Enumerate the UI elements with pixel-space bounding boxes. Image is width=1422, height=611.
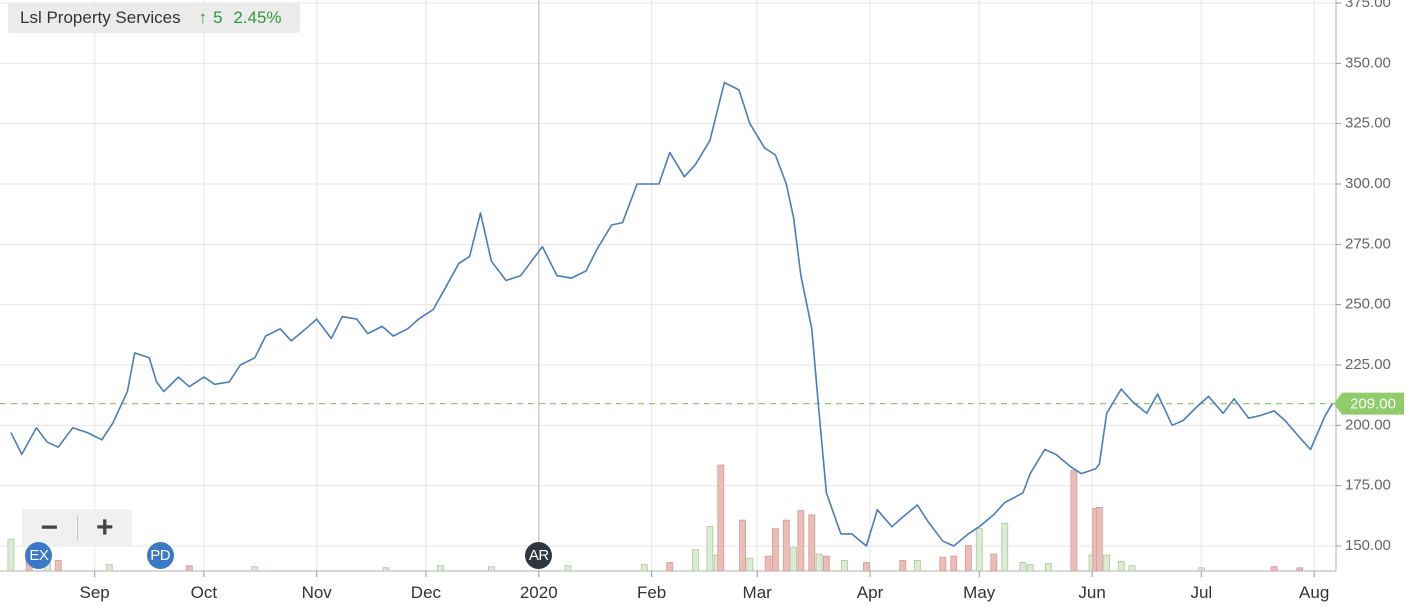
y-tick-label: 200.00 bbox=[1345, 416, 1391, 433]
zoom-divider bbox=[76, 515, 78, 541]
volume-bar bbox=[990, 553, 998, 572]
y-tick-label: 250.00 bbox=[1345, 296, 1391, 313]
up-arrow-icon: ↑ bbox=[198, 8, 208, 27]
price-line bbox=[10, 81, 1334, 547]
volume-bar bbox=[717, 464, 725, 572]
y-tick-label: 350.00 bbox=[1345, 54, 1391, 71]
y-tick-label: 300.00 bbox=[1345, 175, 1391, 192]
zoom-in-button[interactable]: + bbox=[95, 511, 114, 544]
volume-bar bbox=[666, 562, 674, 572]
volume-bar bbox=[950, 555, 958, 572]
x-tick-label: Feb bbox=[637, 583, 666, 602]
volume-bar bbox=[1117, 561, 1125, 572]
legend: Lsl Property Services ↑ 5 2.45% bbox=[8, 3, 300, 33]
instrument-name: Lsl Property Services bbox=[20, 8, 181, 27]
volume-bar bbox=[1128, 565, 1136, 572]
x-tick-label: Dec bbox=[411, 583, 442, 602]
price-series bbox=[10, 81, 1334, 547]
volume-bar bbox=[1095, 506, 1103, 572]
volume-bar bbox=[1045, 563, 1052, 572]
volume-bar bbox=[1270, 566, 1278, 572]
price-change: ↑ 5 2.45% bbox=[199, 8, 288, 28]
x-tick-label: Nov bbox=[302, 583, 333, 602]
volume-bar bbox=[1001, 522, 1009, 572]
y-tick-label: 175.00 bbox=[1345, 477, 1391, 494]
x-tick-label: Oct bbox=[191, 583, 218, 602]
volume-bar bbox=[815, 553, 823, 572]
volume-bar bbox=[913, 560, 921, 572]
volume-bar bbox=[939, 556, 947, 572]
change-value: 5 bbox=[213, 8, 223, 27]
y-axis-ticks: 150.00 175.00 200.00 225.00 250.00 275.00 300.… bbox=[1336, 0, 1391, 554]
volume-bar bbox=[964, 545, 972, 572]
x-tick-label: Sep bbox=[80, 583, 110, 602]
volume-bar bbox=[185, 565, 193, 572]
volume-bar bbox=[899, 560, 907, 572]
volume-bar bbox=[7, 538, 15, 572]
volume-bar bbox=[640, 564, 648, 572]
volume-bar bbox=[782, 519, 790, 572]
last-price-tag: 209.00 bbox=[1334, 392, 1404, 415]
volume-bar bbox=[1070, 469, 1078, 572]
y-tick-label: 375.00 bbox=[1345, 0, 1391, 11]
volume-bar bbox=[822, 555, 830, 572]
event-marker-ex[interactable]: EX bbox=[25, 542, 53, 569]
x-tick-label: 2020 bbox=[520, 583, 558, 602]
volume-bar bbox=[54, 560, 62, 572]
x-tick-label: Jun bbox=[1078, 583, 1105, 602]
y-tick-label: 275.00 bbox=[1345, 235, 1391, 252]
volume-bar bbox=[841, 560, 848, 572]
volume-bar bbox=[1019, 562, 1027, 572]
y-tick-label: 225.00 bbox=[1345, 356, 1391, 373]
event-marker-ar[interactable]: AR bbox=[525, 542, 553, 569]
zoom-out-button[interactable]: − bbox=[40, 511, 59, 544]
x-tick-label: Jul bbox=[1190, 583, 1212, 602]
chart-grid bbox=[0, 0, 1337, 572]
x-tick-label: Mar bbox=[743, 583, 773, 602]
y-tick-label: 150.00 bbox=[1345, 537, 1391, 554]
volume-bar bbox=[808, 514, 816, 572]
volume-bar bbox=[764, 555, 772, 572]
event-marker-pd[interactable]: PD bbox=[146, 542, 174, 569]
x-tick-label: May bbox=[963, 583, 996, 602]
x-tick-label: Apr bbox=[857, 583, 884, 602]
volume-bar bbox=[790, 547, 797, 572]
volume-bar bbox=[1197, 567, 1205, 572]
volume-bar bbox=[488, 566, 495, 572]
volume-bar bbox=[691, 549, 699, 572]
volume-bar bbox=[251, 566, 259, 572]
volume-bar bbox=[564, 565, 572, 572]
volume-bar bbox=[1026, 564, 1034, 572]
last-price-label: 209.00 bbox=[1350, 396, 1396, 413]
volume-bar bbox=[105, 564, 113, 572]
volume-bar bbox=[1103, 554, 1111, 572]
y-tick-label: 325.00 bbox=[1345, 115, 1391, 132]
volume-bar bbox=[862, 562, 870, 572]
zoom-controls: − + bbox=[22, 509, 132, 547]
x-tick-label: Aug bbox=[1299, 583, 1329, 602]
volume-bar bbox=[975, 528, 983, 572]
change-percent: 2.45% bbox=[233, 8, 282, 27]
x-axis-ticks: Sep Oct Nov Dec 2020 Feb Mar Apr May Jun Jul Aug bbox=[80, 571, 1329, 602]
volume-bar bbox=[382, 567, 390, 572]
volume-bar bbox=[739, 519, 747, 572]
volume-bar bbox=[1296, 567, 1303, 572]
volume-bars bbox=[7, 464, 1303, 572]
volume-bar bbox=[771, 528, 779, 572]
volume-bar bbox=[437, 565, 444, 572]
volume-bar bbox=[746, 557, 754, 572]
volume-bar bbox=[797, 510, 805, 572]
volume-bar bbox=[706, 526, 714, 572]
